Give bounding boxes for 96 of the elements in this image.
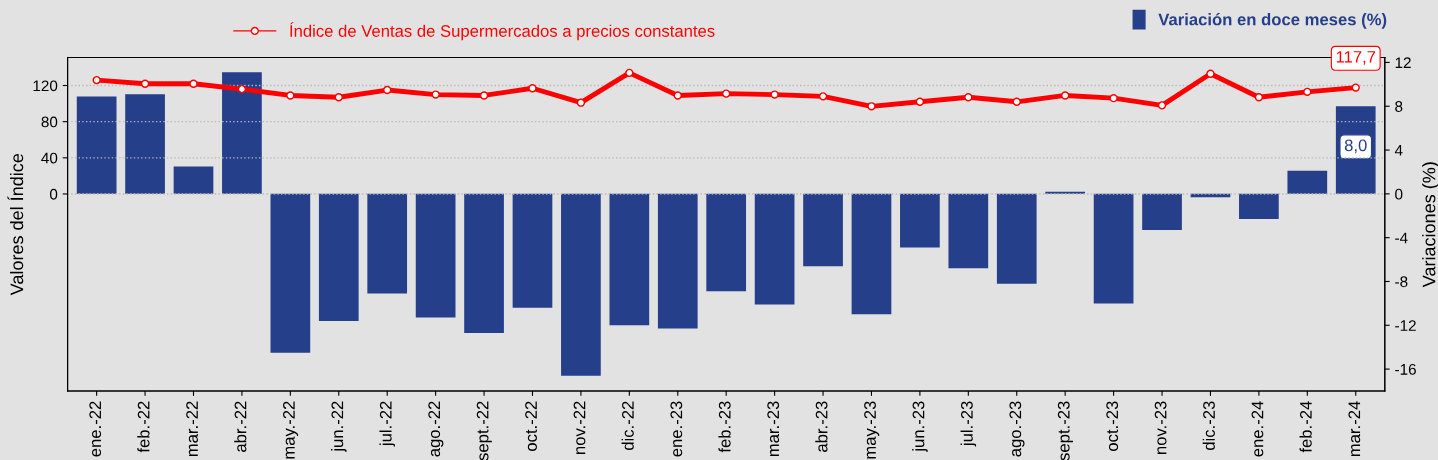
point	[770, 90, 779, 99]
x-tick-label: oct.-22	[525, 401, 537, 451]
x-tick-label: sept.-22	[476, 401, 492, 460]
x-tick-label: nov.-23	[1154, 401, 1167, 454]
x-tick-label: feb.-22	[137, 401, 150, 453]
bar	[1287, 170, 1328, 194]
point	[189, 79, 198, 88]
point	[722, 89, 731, 98]
x-tick-label: ago.-23	[1009, 401, 1025, 457]
bar	[173, 166, 214, 194]
bar	[367, 193, 408, 294]
point	[383, 85, 392, 95]
x-tick-label: jul.-23	[960, 401, 977, 447]
x-tick-label: may.-23	[864, 401, 880, 459]
bar	[754, 193, 795, 305]
x-tick-label: abr.-23	[815, 401, 828, 452]
bar	[415, 193, 456, 318]
point	[1351, 83, 1360, 92]
point	[867, 102, 876, 111]
bar	[512, 193, 553, 308]
point	[1206, 69, 1215, 78]
point	[431, 90, 440, 99]
x-tick-label: ene.-23	[670, 401, 683, 457]
x-tick-label: ene.-22	[89, 401, 102, 457]
x-tick-label: feb.-24	[1299, 401, 1312, 453]
point	[1012, 97, 1021, 106]
bar	[561, 193, 601, 376]
point	[479, 91, 489, 100]
point	[1061, 91, 1070, 100]
bar	[900, 193, 940, 248]
point	[576, 98, 586, 107]
point	[625, 68, 634, 78]
y2-tick-label: -8	[1395, 276, 1408, 288]
data-label: 8,0	[1344, 139, 1367, 154]
y-axis-title: Valores del Índice	[7, 153, 24, 296]
x-tick-label: oct.-23	[1106, 401, 1119, 451]
y-tick-label: 120	[33, 80, 58, 92]
y-tick-label: 0	[49, 188, 58, 200]
bar	[76, 96, 117, 194]
bar	[851, 193, 892, 315]
x-tick-label: mar.-23	[767, 401, 780, 457]
x-tick-label: dic.-23	[1202, 401, 1215, 451]
x-tick-label: nov.-22	[573, 401, 586, 454]
x-tick-label: dic.-22	[621, 401, 634, 451]
point	[673, 91, 682, 100]
bar	[1239, 193, 1279, 220]
y-tick-label: 80	[41, 116, 58, 128]
bar	[1093, 193, 1134, 304]
y2-tick-label: 0	[1395, 188, 1403, 200]
y2-tick-label: 12	[1395, 57, 1411, 68]
x-tick-label: abr.-22	[234, 401, 247, 452]
x-tick-label: sept.-23	[1057, 401, 1073, 460]
x-tick-label: jul.-22	[379, 401, 395, 447]
y2-tick-label: 8	[1395, 101, 1403, 112]
point	[140, 79, 150, 88]
bar	[1142, 193, 1182, 230]
bar	[270, 193, 311, 353]
y2-tick-label: -4	[1395, 232, 1408, 244]
bar	[222, 72, 262, 194]
x-tick-label: ene.-24	[1251, 401, 1264, 457]
bar	[803, 193, 843, 267]
bar	[706, 193, 747, 292]
point	[237, 84, 247, 94]
x-tick-label: ago.-22	[428, 401, 444, 457]
x-tick-label: jun.-23	[912, 401, 928, 453]
point	[1109, 94, 1118, 103]
y2-axis-title: Variaciones (%)	[1422, 162, 1438, 288]
point	[528, 84, 537, 93]
data-label: 117,7	[1336, 51, 1376, 65]
y2-tick-label: -16	[1395, 363, 1416, 375]
x-tick-label: feb.-23	[718, 401, 731, 453]
point	[1303, 87, 1312, 97]
bar	[609, 193, 650, 326]
bar	[657, 193, 698, 329]
point	[964, 93, 973, 102]
point	[1254, 93, 1264, 102]
legend-label: Índice de Ventas de Supermercados a precios constantes	[290, 22, 715, 41]
x-tick-label: jun.-22	[331, 401, 347, 453]
x-tick-label: may.-22	[283, 401, 299, 459]
bar	[125, 94, 165, 194]
point	[818, 92, 828, 101]
bar	[464, 193, 504, 333]
bar	[948, 193, 989, 269]
x-tick-label: mar.-22	[186, 401, 198, 457]
legend-label: Variación en doce meses (%)	[1158, 12, 1387, 29]
y-tick-label: 40	[41, 152, 58, 164]
point	[92, 75, 101, 85]
point	[286, 91, 295, 100]
point	[334, 93, 343, 102]
point	[1157, 101, 1167, 110]
x-tick-label: mar.-24	[1348, 401, 1361, 457]
bar	[318, 193, 359, 321]
y2-tick-label: 4	[1394, 145, 1403, 156]
y2-tick-label: -12	[1395, 320, 1416, 331]
point	[915, 97, 925, 106]
bar	[996, 193, 1037, 284]
